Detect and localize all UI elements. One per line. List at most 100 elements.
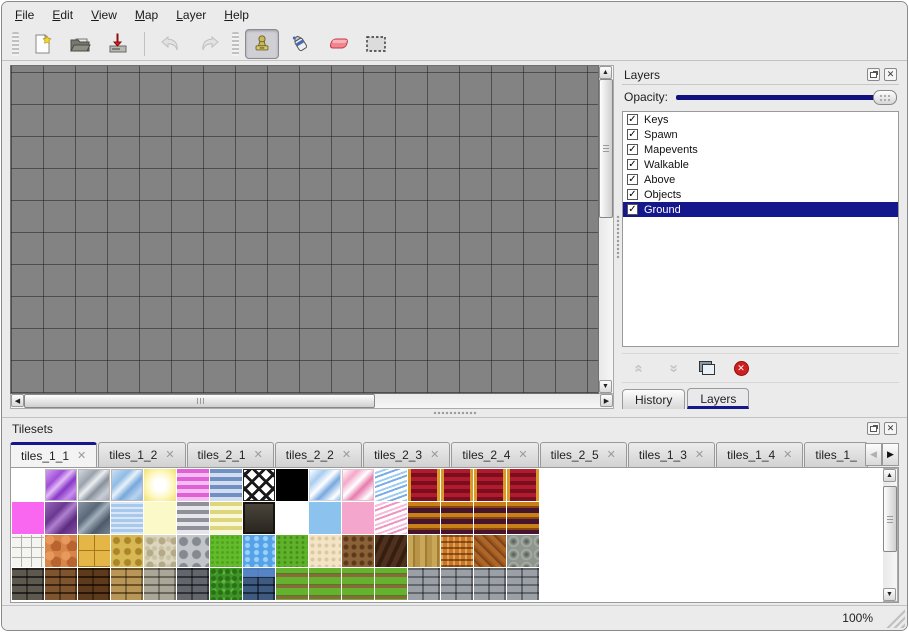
float-panel-button[interactable] [867, 422, 880, 436]
tile-carpet-red[interactable] [408, 468, 440, 501]
tileset-tab-tiles_1_3[interactable]: tiles_1_3 ✕ [627, 441, 716, 467]
tile-wall-darkgray[interactable] [177, 567, 209, 600]
tile-grass-green[interactable] [276, 534, 308, 567]
tile-carpet-red[interactable] [507, 468, 539, 501]
tile-wall-tanbrick[interactable] [111, 567, 143, 600]
scroll-up-icon[interactable]: ▲ [883, 468, 896, 482]
tile-hedge-green[interactable] [210, 567, 242, 600]
tile-crystal-blue[interactable] [111, 468, 143, 501]
tile-crystal-pink[interactable] [342, 468, 374, 501]
tile-blank[interactable] [12, 468, 44, 501]
splitter-vertical[interactable] [614, 65, 622, 409]
close-tab-icon[interactable]: ✕ [430, 449, 440, 462]
stamp-tool-button[interactable] [245, 28, 279, 59]
layer-visibility-checkbox[interactable]: ✓ [627, 158, 638, 171]
float-panel-button[interactable] [867, 68, 880, 82]
tile-plain-pink[interactable] [342, 501, 374, 534]
layer-row[interactable]: ✓ Above [623, 172, 898, 187]
tileset-vertical-scrollbar[interactable]: ▲ ▼ [883, 467, 898, 602]
tile-wall-brown[interactable] [45, 567, 77, 600]
raise-layer-button[interactable]: « [628, 357, 650, 379]
tile-carpet-red[interactable] [474, 468, 506, 501]
tile-plain-blue[interactable] [309, 501, 341, 534]
menu-help[interactable]: Help [224, 7, 249, 22]
tile-wall-graybrick[interactable] [408, 567, 440, 600]
tile-water-ripple[interactable] [111, 501, 143, 534]
tile-stripes-brown[interactable] [408, 501, 440, 534]
tile-basket-weave[interactable] [441, 534, 473, 567]
tile-farm-rows[interactable] [342, 567, 374, 600]
close-tab-icon[interactable]: ✕ [165, 449, 175, 462]
scroll-left-icon[interactable]: ◀ [11, 394, 24, 408]
tile-blank[interactable] [276, 501, 308, 534]
close-tab-icon[interactable]: ✕ [694, 449, 705, 462]
tile-wall-graybrick[interactable] [474, 567, 506, 600]
tile-water-blue[interactable] [243, 534, 275, 567]
tab-scroll-right-icon[interactable]: ▶ [882, 442, 899, 466]
tileset-tab-tiles_1_[interactable]: tiles_1_✕ [804, 441, 869, 467]
tile-wall-graystone[interactable] [144, 567, 176, 600]
duplicate-layer-button[interactable] [696, 357, 718, 379]
menu-layer[interactable]: Layer [176, 7, 207, 22]
tile-stripes-brown[interactable] [441, 501, 473, 534]
scroll-right-icon[interactable]: ▶ [600, 394, 613, 408]
tile-waves-blue[interactable] [375, 468, 407, 501]
close-tab-icon[interactable]: ✕ [341, 449, 352, 462]
close-tab-icon[interactable]: ✕ [783, 449, 793, 462]
tileset-tab-tiles_2_4[interactable]: tiles_2_4 ✕ [451, 441, 539, 467]
tile-pale-yellow[interactable] [144, 501, 176, 534]
layer-row[interactable]: ✓ Spawn [623, 127, 898, 142]
tileset-tab-tiles_2_2[interactable]: tiles_2_2 ✕ [274, 441, 363, 467]
tile-wall-bluebrick[interactable] [243, 567, 275, 600]
eraser-tool-button[interactable] [321, 29, 355, 59]
tile-glow-yellow[interactable] [144, 468, 176, 501]
close-panel-button[interactable]: ✕ [884, 68, 897, 82]
scroll-down-icon[interactable]: ▼ [599, 380, 612, 394]
tile-stripes-blue[interactable] [210, 468, 242, 501]
layer-row[interactable]: ✓ Keys [623, 112, 898, 127]
tileset-tab-tiles_1_2[interactable]: tiles_1_2 ✕ [98, 441, 186, 467]
delete-layer-button[interactable]: ✕ [730, 357, 752, 379]
tileset-tab-tiles_2_1[interactable]: tiles_2_1 ✕ [186, 441, 274, 467]
tile-crystal-purple-dark[interactable] [45, 501, 77, 534]
layer-visibility-checkbox[interactable]: ✓ [627, 188, 638, 201]
tile-herringbone[interactable] [474, 534, 506, 567]
tile-magenta[interactable] [12, 501, 44, 534]
layer-visibility-checkbox[interactable]: ✓ [627, 113, 638, 126]
tile-pebbles-beige[interactable] [144, 534, 176, 567]
tileset-tab-tiles_2_3[interactable]: tiles_2_3 ✕ [363, 441, 451, 467]
open-map-button[interactable] [63, 29, 97, 59]
fill-tool-button[interactable] [283, 29, 317, 59]
toolbar-drag-handle[interactable] [232, 31, 239, 56]
tile-crystal-silver[interactable] [78, 468, 110, 501]
menu-view[interactable]: View [91, 7, 117, 22]
tileset-tab-tiles_2_5[interactable]: tiles_2_5 ✕ [539, 441, 627, 467]
layer-row[interactable]: ✓ Walkable [623, 157, 898, 172]
toolbar-drag-handle[interactable] [12, 31, 19, 56]
tab-scroll-left-icon[interactable]: ◀ [865, 442, 882, 466]
vertical-scroll-thumb[interactable] [599, 79, 613, 218]
lower-layer-button[interactable]: « [662, 357, 684, 379]
tile-stripes-brown[interactable] [507, 501, 539, 534]
layer-row[interactable]: ✓ Mapevents [623, 142, 898, 157]
canvas-horizontal-scrollbar[interactable]: ◀ ▶ [10, 394, 614, 410]
layer-visibility-checkbox[interactable]: ✓ [627, 143, 638, 156]
menu-edit[interactable]: Edit [52, 7, 74, 22]
tile-farm-rows[interactable] [375, 567, 407, 600]
tile-stones-yellow[interactable] [111, 534, 143, 567]
map-canvas[interactable] [10, 65, 599, 395]
close-tab-icon[interactable]: ✕ [518, 449, 528, 462]
tile-stripes-magenta[interactable] [177, 468, 209, 501]
tile-stripes-yellow[interactable] [210, 501, 242, 534]
canvas-vertical-scrollbar[interactable]: ▲ ▼ [599, 65, 614, 395]
tile-farm-rows[interactable] [276, 567, 308, 600]
tile-dirt-brown[interactable] [342, 534, 374, 567]
close-panel-button[interactable]: ✕ [884, 422, 897, 436]
window-resize-grip[interactable] [885, 607, 905, 628]
close-tab-icon[interactable]: ✕ [606, 449, 616, 462]
layer-visibility-checkbox[interactable]: ✓ [627, 128, 638, 141]
close-tab-icon[interactable]: ✕ [77, 450, 87, 463]
save-map-button[interactable] [101, 29, 135, 59]
tile-plaque-dark[interactable] [243, 501, 275, 534]
dock-tab-layers[interactable]: Layers [687, 388, 750, 410]
